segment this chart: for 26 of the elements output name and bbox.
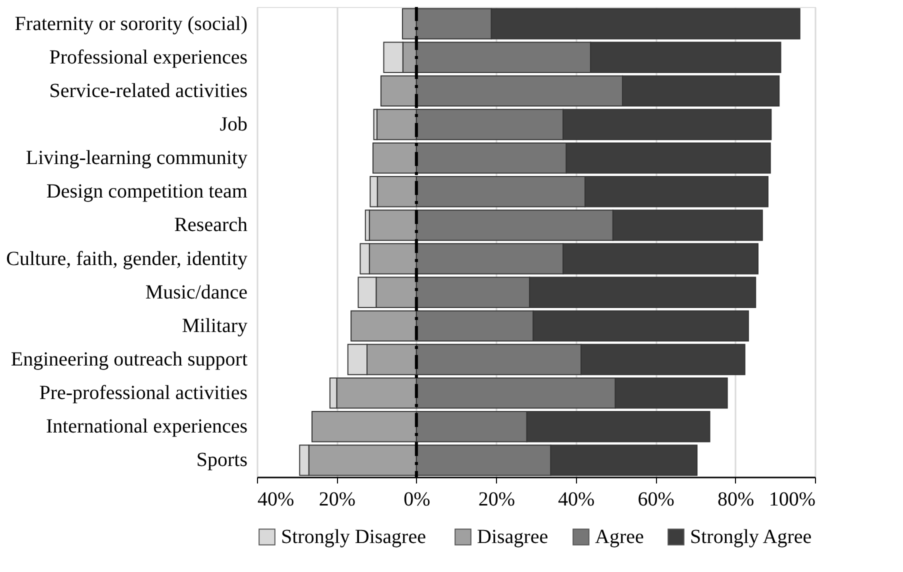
y-tick-label: Engineering outreach support: [10, 348, 248, 370]
y-tick-label: International experiences: [46, 416, 248, 438]
x-tick-label: 40%: [258, 488, 294, 510]
x-tick-label: 100%: [768, 488, 816, 510]
y-tick-label: Living-learning community: [26, 147, 248, 170]
x-tick-label: 20%: [478, 488, 515, 510]
y-tick-label: Service-related activities: [49, 80, 248, 102]
y-tick-label: Fraternity or sorority (social): [14, 12, 248, 35]
x-tick-label: 20%: [318, 488, 356, 510]
y-tick-label: Professional experiences: [49, 46, 248, 68]
x-tick-label: 60%: [638, 488, 674, 510]
y-tick-label: Sports: [196, 449, 248, 472]
y-tick-label: Culture, faith, gender, identity: [6, 248, 248, 270]
legend-label: Agree: [595, 526, 644, 548]
y-tick-label: Research: [174, 214, 248, 236]
y-tick-label: Pre-professional activities: [39, 382, 248, 404]
y-tick-label: Job: [220, 114, 248, 136]
legend-label: Strongly Disagree: [281, 526, 426, 548]
x-tick-label: 0%: [404, 488, 430, 510]
y-tick-label: Military: [182, 314, 248, 337]
y-tick-label: Design competition team: [46, 180, 248, 203]
legend-label: Disagree: [477, 526, 548, 548]
x-tick-label: 40%: [558, 488, 595, 510]
y-tick-label: Music/dance: [145, 281, 248, 304]
x-tick-label: 80%: [717, 488, 754, 510]
legend-label: Strongly Agree: [690, 526, 812, 548]
